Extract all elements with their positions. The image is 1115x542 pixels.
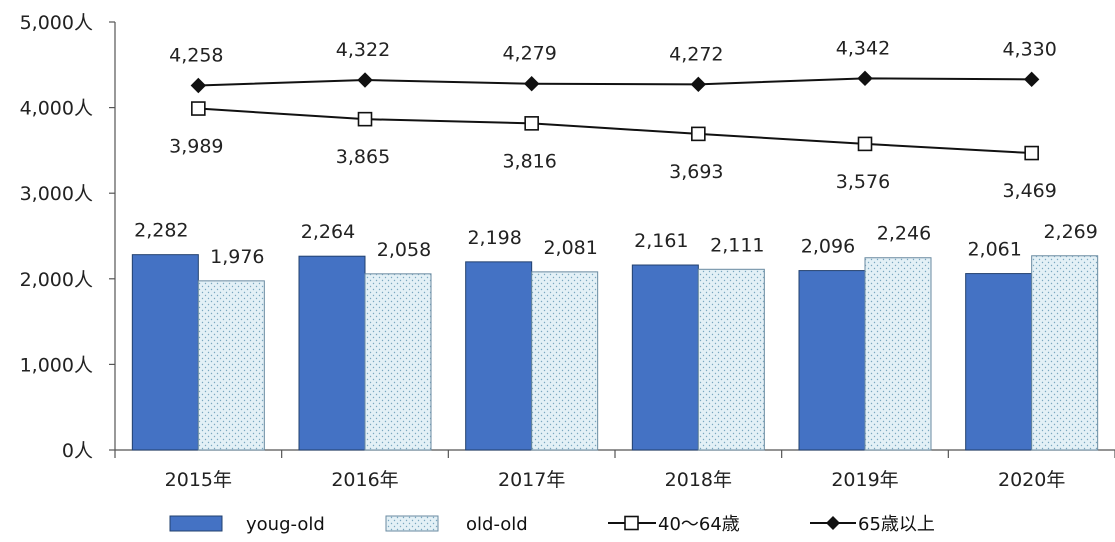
line-data-label: 3,469: [1002, 180, 1056, 202]
line-data-label: 4,322: [336, 39, 390, 61]
marker-65-plus: [523, 76, 540, 92]
bar-youg-old: [298, 255, 366, 451]
data-labels-group: 2,282 2,264 2,198 2,161 2,096 2,061 1,976 2,058…: [134, 37, 1098, 268]
legend-label-40-64: 40～64歳: [658, 514, 740, 535]
bar-old-old: [1031, 255, 1099, 451]
bar-old-old: [197, 280, 265, 451]
bar-data-label: 2,081: [543, 237, 597, 259]
bar-data-label: 2,096: [801, 236, 855, 258]
y-tick-label: 2,000人: [20, 269, 93, 291]
x-tick-label: 2018年: [665, 469, 732, 491]
bar-old-old: [364, 273, 432, 451]
bar-youg-old: [131, 254, 199, 451]
bar-data-label: 2,161: [634, 230, 688, 252]
legend-marker-40-64: [624, 515, 639, 531]
bar-data-label: 2,198: [467, 227, 521, 249]
bar-youg-old: [631, 264, 699, 451]
line-data-label: 4,342: [836, 37, 890, 59]
line-series-group: [190, 70, 1040, 161]
marker-40-64: [1024, 145, 1039, 161]
bar-old-old: [864, 257, 932, 451]
legend-swatch-old-old: [385, 515, 439, 532]
line-data-label: 4,279: [502, 43, 556, 65]
line-data-label: 3,693: [669, 161, 723, 183]
line-data-label: 3,989: [169, 136, 223, 158]
x-tick-label: 2019年: [831, 469, 898, 491]
line-data-label: 4,330: [1002, 38, 1056, 60]
legend-swatch-youg-old: [169, 515, 223, 532]
legend-label-youg-old: youg-old: [246, 514, 325, 535]
x-tick-label: 2015年: [165, 469, 232, 491]
chart-axes: 0人 1,000人 2,000人 3,000人 4,000人 5,000人 2015年 201…: [20, 12, 1115, 491]
line-data-label: 4,272: [669, 43, 723, 65]
line-data-label: 3,576: [836, 171, 890, 193]
y-tick-label: 4,000人: [20, 98, 93, 120]
line-40-64: [198, 107, 1032, 155]
marker-65-plus: [1023, 71, 1040, 88]
legend: youg-old old-old 40～64歳 65歳以上: [169, 514, 935, 535]
y-tick-label: 0人: [62, 440, 93, 462]
bar-data-label: 2,058: [377, 239, 431, 261]
x-tick-label: 2020年: [998, 469, 1065, 491]
bar-data-label: 2,061: [967, 239, 1021, 261]
bar-data-label: 2,246: [877, 223, 931, 245]
y-tick-label: 5,000人: [20, 12, 93, 34]
bar-old-old: [531, 271, 599, 451]
bar-series-group: [131, 254, 1099, 451]
marker-65-plus: [690, 76, 707, 93]
legend-marker-65-plus: [826, 516, 840, 530]
y-tick-label: 3,000人: [20, 183, 93, 205]
line-data-label: 3,865: [336, 146, 390, 168]
x-tick-label: 2016年: [331, 469, 398, 491]
line-data-label: 3,816: [502, 150, 556, 172]
marker-40-64: [524, 116, 539, 131]
bar-data-label: 1,976: [210, 246, 264, 268]
bar-old-old: [697, 268, 765, 451]
bar-data-label: 2,264: [301, 221, 355, 243]
marker-40-64: [191, 101, 206, 116]
line-data-label: 4,258: [169, 45, 223, 67]
bar-data-label: 2,111: [710, 234, 764, 256]
marker-65-plus: [190, 77, 207, 94]
marker-40-64: [357, 111, 373, 127]
line-65-plus: [198, 77, 1032, 87]
y-tick-label: 1,000人: [20, 354, 93, 376]
marker-65-plus: [357, 72, 373, 88]
legend-label-65-plus: 65歳以上: [858, 514, 935, 535]
x-tick-label: 2017年: [498, 469, 565, 491]
bar-youg-old: [798, 270, 866, 451]
marker-40-64: [691, 126, 706, 142]
bar-youg-old: [965, 273, 1033, 451]
marker-40-64: [857, 136, 873, 152]
bar-data-label: 2,282: [134, 220, 188, 242]
marker-65-plus: [857, 70, 873, 87]
bar-youg-old: [465, 261, 533, 451]
bar-data-label: 2,269: [1043, 221, 1097, 243]
legend-label-old-old: old-old: [466, 514, 528, 535]
